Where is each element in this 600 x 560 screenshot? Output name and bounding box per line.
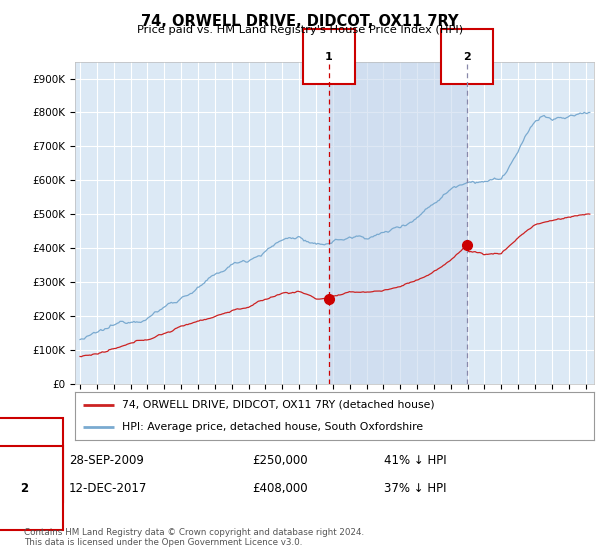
Text: 74, ORWELL DRIVE, DIDCOT, OX11 7RY: 74, ORWELL DRIVE, DIDCOT, OX11 7RY bbox=[141, 14, 459, 29]
Text: 1: 1 bbox=[325, 52, 332, 62]
Text: HPI: Average price, detached house, South Oxfordshire: HPI: Average price, detached house, Sout… bbox=[122, 422, 423, 432]
Text: 37% ↓ HPI: 37% ↓ HPI bbox=[384, 482, 446, 495]
Text: 41% ↓ HPI: 41% ↓ HPI bbox=[384, 454, 446, 467]
Text: £250,000: £250,000 bbox=[252, 454, 308, 467]
Text: £408,000: £408,000 bbox=[252, 482, 308, 495]
Text: 12-DEC-2017: 12-DEC-2017 bbox=[69, 482, 148, 495]
Text: 28-SEP-2009: 28-SEP-2009 bbox=[69, 454, 144, 467]
Text: 2: 2 bbox=[463, 52, 470, 62]
Text: 2: 2 bbox=[20, 482, 28, 495]
Text: Contains HM Land Registry data © Crown copyright and database right 2024.
This d: Contains HM Land Registry data © Crown c… bbox=[24, 528, 364, 547]
Bar bbox=[329, 62, 467, 384]
Text: 1: 1 bbox=[20, 454, 28, 467]
Text: Price paid vs. HM Land Registry's House Price Index (HPI): Price paid vs. HM Land Registry's House … bbox=[137, 25, 463, 35]
Text: 74, ORWELL DRIVE, DIDCOT, OX11 7RY (detached house): 74, ORWELL DRIVE, DIDCOT, OX11 7RY (deta… bbox=[122, 400, 434, 410]
